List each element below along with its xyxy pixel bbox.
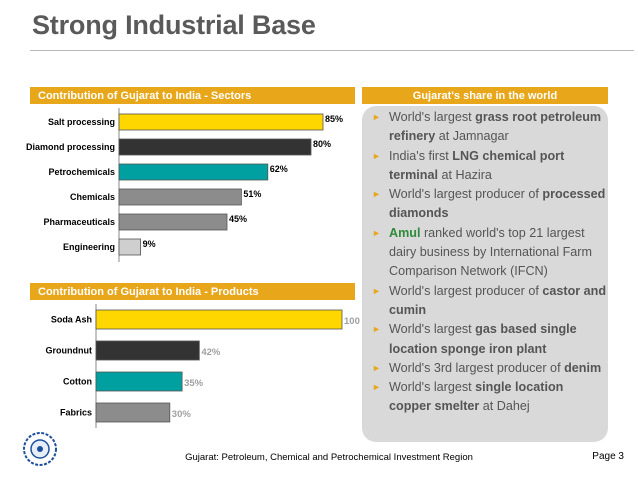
- page-number: Page 3: [592, 451, 624, 462]
- world-share-text: at Hazira: [438, 167, 492, 182]
- category-label: Engineering: [63, 242, 115, 252]
- world-share-text: processed diamonds: [389, 187, 606, 221]
- world-share-text: Amul: [389, 225, 421, 240]
- world-share-text: World's largest producer of: [389, 283, 543, 298]
- category-label: Chemicals: [70, 192, 115, 202]
- bullet-arrow-icon: ►: [372, 112, 381, 122]
- category-label: Salt processing: [48, 117, 115, 127]
- world-share-text: India's first: [389, 148, 453, 163]
- slide-title: Strong Industrial Base: [32, 10, 316, 40]
- world-share-item: ► India's first LNG chemical port termina…: [370, 147, 608, 186]
- world-share-item: ► World's largest producer of processed d…: [370, 185, 608, 224]
- value-label: 9%: [143, 239, 156, 249]
- world-share-header: Gujarat's share in the world: [362, 87, 608, 104]
- bullet-arrow-icon: ►: [372, 362, 381, 373]
- world-share-item: ► World's largest single location copper …: [370, 378, 608, 417]
- world-share-item: ► World's largest gas based single locati…: [370, 320, 608, 359]
- category-label: Petrochemicals: [48, 167, 115, 177]
- bar: [118, 113, 324, 131]
- world-share-text: LNG chemical port terminal: [389, 148, 565, 182]
- category-label: Diamond processing: [26, 142, 115, 152]
- footer-text: Gujarat: Petroleum, Chemical and Petroch…: [185, 452, 473, 463]
- world-share-panel: [362, 106, 608, 442]
- category-label: Soda Ash: [51, 315, 92, 325]
- products-header: Contribution of Gujarat to India - Produ…: [30, 283, 355, 300]
- world-share-item: ► World's 3rd largest producer of denim: [370, 359, 608, 378]
- value-label: 85%: [325, 114, 343, 124]
- bar: [95, 340, 200, 361]
- bullet-arrow-icon: ►: [372, 382, 381, 393]
- vibrant-gujarat-logo-icon: [23, 432, 57, 466]
- value-label: 51%: [243, 189, 261, 199]
- world-share-text: single location copper smelter: [389, 380, 564, 414]
- world-share-text: gas based single location sponge iron pl…: [389, 322, 577, 356]
- bar: [95, 402, 171, 423]
- sectors-chart: Salt processing 85% Diamond processing 80% P…: [26, 108, 343, 262]
- value-label: 42%: [201, 347, 221, 358]
- world-share-text: denim: [564, 360, 602, 375]
- world-share-text: grass root petroleum refinery: [389, 110, 602, 144]
- bullet-arrow-icon: ►: [372, 189, 381, 200]
- bullet-arrow-icon: ►: [372, 324, 381, 335]
- value-label: 30%: [172, 409, 192, 420]
- category-label: Groundnut: [46, 346, 93, 356]
- category-label: Fabrics: [60, 408, 92, 418]
- bullet-arrow-icon: ►: [372, 150, 381, 161]
- bar: [118, 163, 269, 181]
- world-share-text: World's largest: [389, 110, 476, 124]
- bar: [118, 138, 312, 156]
- category-label: Pharmaceuticals: [43, 217, 115, 227]
- bar: [118, 188, 242, 206]
- world-share-text: ranked world's top 21 largest dairy busi…: [389, 225, 592, 279]
- sectors-header: Contribution of Gujarat to India - Secto…: [30, 87, 355, 104]
- bullet-arrow-icon: ►: [372, 285, 381, 296]
- bar: [95, 371, 183, 392]
- bar: [95, 309, 343, 330]
- products-chart: Soda Ash 100% Groundnut 42% Cotton 35% Fabrics…: [46, 304, 360, 428]
- value-label: 62%: [270, 164, 288, 174]
- world-share-text: at Dahej: [479, 399, 530, 414]
- value-label: 45%: [229, 214, 247, 224]
- title-divider: [30, 50, 634, 51]
- world-share-text: at Jamnagar: [435, 129, 509, 144]
- world-share-text: World's largest: [389, 380, 476, 395]
- world-share-item: ► Amul ranked world's top 21 largest dair…: [370, 224, 608, 282]
- value-label: 35%: [184, 378, 204, 389]
- value-label: 100%: [344, 316, 360, 327]
- world-share-text: World's largest producer of: [389, 187, 543, 202]
- value-label: 80%: [313, 139, 331, 149]
- world-share-item: ► World's largest producer of castor and …: [370, 282, 608, 321]
- world-share-item: ► World's largest grass root petroleum re…: [370, 108, 608, 147]
- world-share-text: World's largest: [389, 322, 476, 337]
- bullet-arrow-icon: ►: [372, 227, 381, 238]
- bar: [118, 238, 142, 256]
- world-share-text: castor and cumin: [389, 283, 607, 317]
- world-share-text: World's 3rd largest producer of: [389, 360, 565, 375]
- category-label: Cotton: [63, 377, 92, 387]
- world-share-list: ► World's largest grass root petroleum re…: [370, 108, 608, 417]
- bar: [118, 213, 228, 231]
